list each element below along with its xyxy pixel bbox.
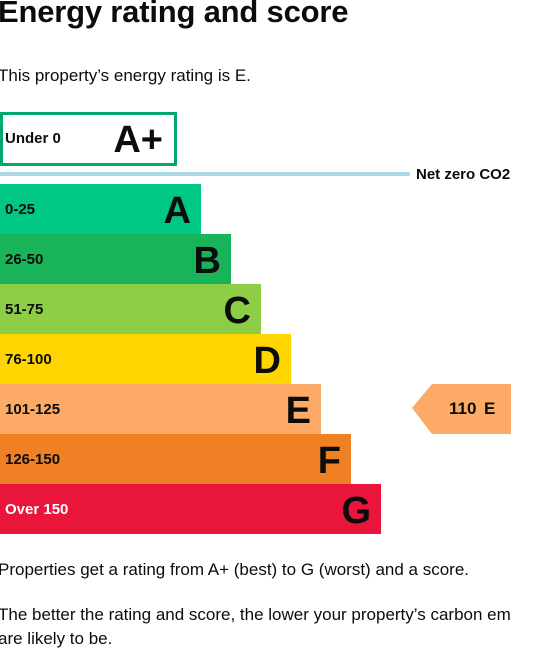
band-a-bar (0, 184, 201, 234)
band-c-letter: C (224, 290, 251, 332)
band-g-letter: G (341, 490, 371, 532)
band-a-range: 0-25 (5, 201, 35, 218)
band-c-range: 51-75 (5, 301, 43, 318)
current-rating-arrow (412, 384, 511, 434)
band-f-letter: F (318, 440, 341, 482)
band-e-bar (0, 384, 321, 434)
energy-rating-summary: This property’s energy rating is E. (0, 66, 251, 85)
carbon-explanation-line-2: are likely to be. (0, 629, 113, 648)
energy-rating-chart: Under 0 A+ Net zero CO2 0-25 A 26-50 B 51-75 C 76… (0, 112, 511, 534)
page-title: Energy rating and score (0, 0, 349, 29)
band-c-bar (0, 284, 261, 334)
carbon-explanation-line-1: The better the rating and score, the low… (0, 605, 511, 624)
band-g-bar (0, 484, 381, 534)
band-aplus-letter: A+ (113, 119, 163, 161)
carbon-explanation: The better the rating and score, the low… (0, 603, 511, 651)
band-g-range: Over 150 (5, 501, 68, 518)
band-f-range: 126-150 (5, 451, 60, 468)
net-zero-label: Net zero CO2 (416, 166, 510, 183)
band-aplus-box (0, 112, 177, 166)
band-b-bar (0, 234, 231, 284)
band-d-letter: D (254, 340, 281, 382)
current-rating-score: 110 (449, 399, 476, 418)
band-b-range: 26-50 (5, 251, 43, 268)
band-d-bar (0, 334, 291, 384)
band-b-letter: B (194, 240, 221, 282)
band-a-letter: A (164, 190, 191, 232)
current-rating-band: E (484, 399, 495, 418)
band-aplus-range: Under 0 (5, 130, 61, 147)
rating-explanation: Properties get a rating from A+ (best) t… (0, 560, 470, 579)
band-d-range: 76-100 (5, 351, 52, 368)
band-f-bar (0, 434, 351, 484)
band-e-letter: E (286, 390, 311, 432)
band-e-range: 101-125 (5, 401, 60, 418)
